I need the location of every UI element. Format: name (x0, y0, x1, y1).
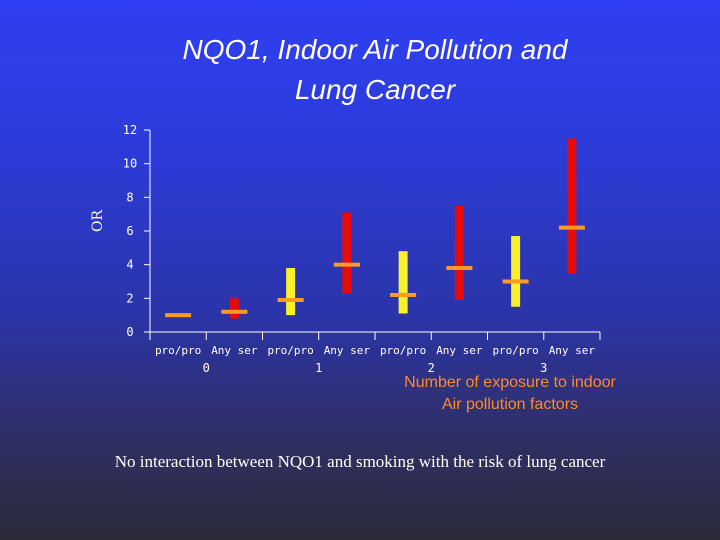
ci-bar (454, 205, 464, 301)
ci-bar (286, 268, 296, 316)
x-axis-title-line-2: Air pollution factors (441, 396, 579, 413)
odds-ratio-marker (390, 292, 417, 297)
odds-ratio-marker (221, 309, 248, 314)
slide-caption: No interaction between NQO1 and smoking … (114, 452, 606, 471)
odds-ratio-marker (502, 279, 529, 284)
ci-bar (511, 236, 521, 307)
odds-ratio-marker (277, 298, 304, 303)
ci-bar (567, 138, 577, 274)
ci-bar (229, 298, 239, 319)
x-group-label: 2 (428, 361, 435, 375)
x-group-label: 0 (203, 361, 210, 375)
chart-title-line-2: Lung Cancer (294, 74, 456, 105)
y-tick-label: 6 (126, 224, 133, 238)
y-tick-label: 4 (126, 258, 133, 272)
chart-title-line-1: NQO1, Indoor Air Pollution and (182, 34, 568, 65)
y-tick-label: 0 (126, 325, 133, 339)
y-tick-label: 10 (123, 157, 137, 171)
ci-bar (398, 251, 408, 314)
odds-ratio-marker (165, 313, 192, 318)
y-axis-label: OR (90, 210, 106, 232)
odds-ratio-marker (446, 266, 473, 271)
ci-bar (342, 212, 352, 294)
x-subcategory-label: pro/pro (380, 344, 426, 357)
y-tick-label: 2 (126, 291, 133, 305)
x-subcategory-label: Any ser (324, 344, 371, 357)
x-subcategory-label: pro/pro (492, 344, 538, 357)
x-subcategory-label: Any ser (549, 344, 596, 357)
x-group-label: 1 (315, 361, 322, 375)
odds-ratio-marker (333, 262, 360, 267)
odds-ratio-marker (558, 225, 585, 230)
x-group-label: 3 (540, 361, 547, 375)
x-subcategory-label: Any ser (436, 344, 483, 357)
x-subcategory-label: pro/pro (155, 344, 201, 357)
y-tick-label: 12 (123, 123, 137, 137)
x-subcategory-label: Any ser (211, 344, 258, 357)
x-axis-title-line-1: Number of exposure to indoor (404, 374, 616, 391)
x-subcategory-label: pro/pro (267, 344, 313, 357)
x-axis-title: Number of exposure to indoor Air polluti… (372, 372, 648, 416)
chart-title: NQO1, Indoor Air Pollution and Lung Canc… (90, 30, 660, 110)
y-tick-label: 8 (126, 190, 133, 204)
